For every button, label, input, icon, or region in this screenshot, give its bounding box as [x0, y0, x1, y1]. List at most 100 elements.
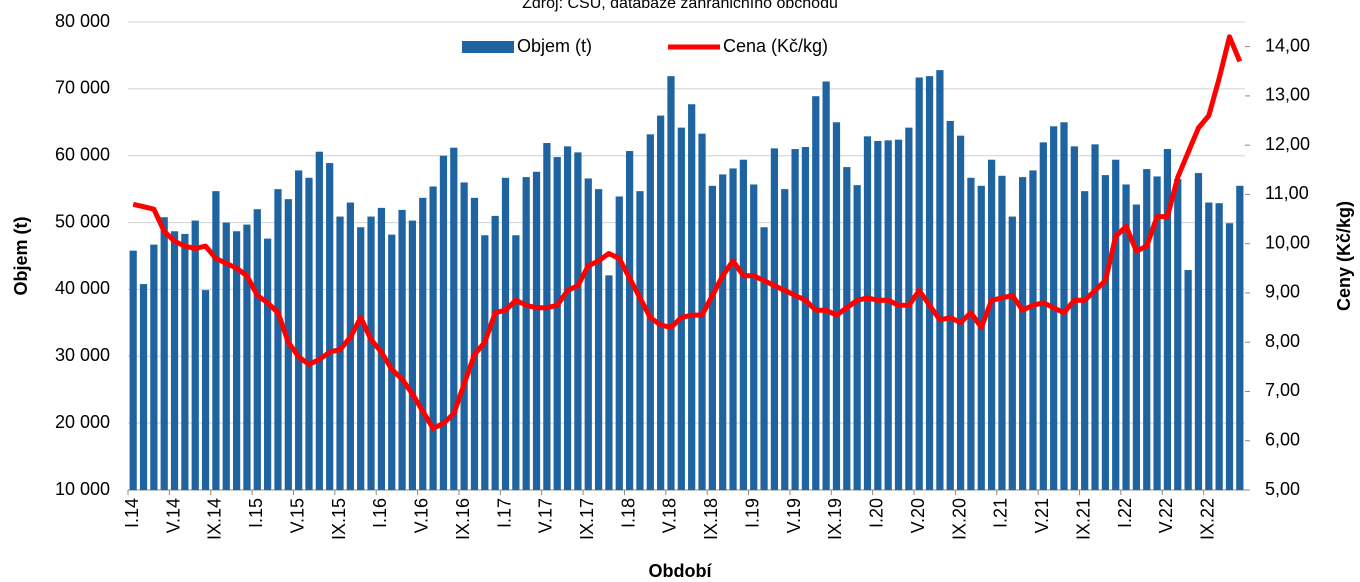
y-tick-label: 20 000 — [55, 412, 110, 432]
bar — [1184, 270, 1192, 490]
x-tick-label: V.17 — [536, 498, 556, 533]
bar — [553, 157, 561, 490]
bar — [770, 148, 779, 491]
bar — [429, 186, 437, 490]
bar — [636, 191, 644, 491]
bar — [1236, 185, 1244, 491]
bar — [987, 159, 996, 490]
bar — [491, 215, 499, 490]
bar — [450, 147, 458, 491]
bar — [1225, 223, 1234, 491]
x-tick-label: I.17 — [494, 498, 514, 528]
bar — [1205, 202, 1213, 490]
bar — [667, 76, 675, 490]
bar — [905, 127, 913, 491]
y-tick-label: 40 000 — [55, 278, 110, 298]
bar — [1122, 184, 1130, 490]
bar — [212, 191, 220, 491]
legend-swatch — [462, 41, 514, 53]
bar — [719, 174, 727, 491]
bar — [874, 141, 882, 490]
x-tick-label: I.14 — [122, 498, 142, 528]
bar — [967, 177, 975, 490]
bar — [1039, 142, 1047, 491]
bar — [812, 96, 820, 490]
bar — [956, 135, 965, 490]
chart-title: Zdroj: ČSÚ, databáze zahraničního obchod… — [522, 0, 838, 12]
y-axis-title: Objem (t) — [11, 216, 31, 295]
y-tick-label: 80 000 — [55, 11, 110, 31]
bar — [760, 227, 768, 490]
bar — [1060, 122, 1068, 491]
bar — [274, 189, 282, 490]
bar — [470, 197, 479, 490]
bar — [1008, 216, 1016, 490]
bar — [264, 238, 272, 490]
x-tick-label: IX.19 — [825, 498, 845, 540]
bar — [522, 177, 530, 490]
bar — [977, 185, 985, 491]
bar — [708, 185, 716, 491]
x-tick-label: IX.20 — [949, 498, 969, 540]
x-tick-label: V.21 — [1032, 498, 1052, 533]
bar — [1070, 146, 1078, 490]
bar — [563, 146, 572, 490]
price-line — [132, 34, 1243, 431]
x-tick-label: I.22 — [1115, 498, 1135, 528]
x-axis-title: Období — [649, 561, 713, 581]
x-tick-label: V.16 — [412, 498, 432, 533]
bar — [625, 151, 634, 490]
bar — [739, 159, 748, 490]
legend-label: Cena (Kč/kg) — [723, 36, 828, 56]
bar — [605, 275, 613, 490]
bar — [398, 209, 406, 490]
x-tick-label: IX.15 — [329, 498, 349, 540]
bar — [657, 115, 665, 490]
y2-tick-label: 7,00 — [1265, 380, 1300, 400]
bar — [305, 177, 313, 490]
x-tick-label: IX.21 — [1073, 498, 1093, 540]
bar — [315, 151, 323, 490]
bar — [1174, 179, 1182, 490]
bar — [253, 209, 261, 490]
bar — [346, 202, 354, 490]
bar — [357, 227, 365, 490]
y-tick-label: 70 000 — [55, 78, 110, 98]
bar — [181, 233, 189, 491]
bar — [222, 222, 230, 491]
bar — [894, 139, 903, 490]
bar — [584, 178, 592, 490]
bar — [1215, 203, 1223, 490]
x-tick-label: I.19 — [742, 498, 762, 528]
x-tick-label: IX.16 — [453, 498, 473, 540]
bar — [574, 152, 582, 490]
y2-tick-label: 8,00 — [1265, 331, 1300, 351]
bar — [884, 140, 892, 490]
bar — [615, 196, 623, 491]
y2-tick-label: 14,00 — [1265, 35, 1310, 55]
bar — [232, 231, 241, 490]
bar — [1132, 204, 1141, 490]
bar — [781, 189, 789, 490]
bar — [388, 234, 396, 490]
bar — [594, 189, 603, 490]
x-tick-label: IX.22 — [1198, 498, 1218, 540]
y-tick-label: 60 000 — [55, 144, 110, 164]
x-tick-label: V.15 — [287, 498, 307, 533]
bar — [688, 104, 696, 490]
bar — [925, 76, 934, 490]
bar — [1143, 169, 1151, 491]
bar — [481, 235, 489, 490]
bar — [853, 185, 861, 491]
x-tick-label: I.16 — [370, 498, 390, 528]
x-tick-label: IX.14 — [205, 498, 225, 540]
bar — [160, 217, 168, 491]
legend-label: Objem (t) — [517, 36, 592, 56]
bar — [326, 163, 334, 490]
bar — [243, 224, 251, 490]
x-tick-label: I.15 — [246, 498, 266, 528]
bar — [439, 155, 448, 490]
bar — [998, 175, 1006, 490]
bar — [367, 216, 375, 490]
